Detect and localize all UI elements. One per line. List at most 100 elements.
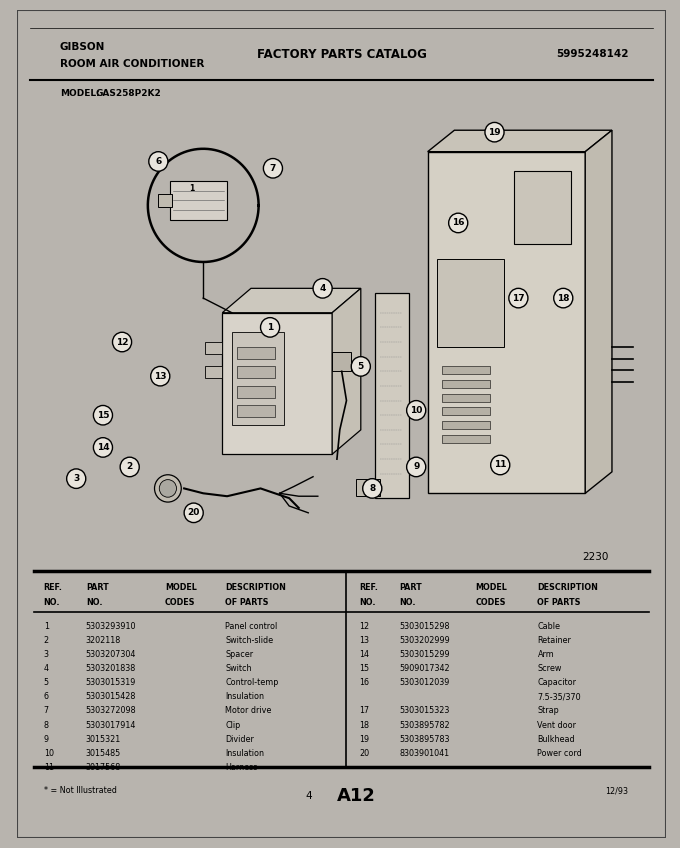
Text: 5303202999: 5303202999 [399,636,449,644]
Circle shape [263,159,282,178]
FancyBboxPatch shape [428,152,585,494]
Text: 5303015428: 5303015428 [86,692,136,701]
Text: 5303017914: 5303017914 [86,721,136,729]
Circle shape [149,152,168,171]
Text: 11: 11 [494,460,507,470]
Text: 5303895782: 5303895782 [399,721,449,729]
Text: Harness: Harness [225,763,258,772]
Text: Capacitor: Capacitor [537,678,577,687]
Text: 5303015323: 5303015323 [399,706,449,716]
Text: 7.5-35/370: 7.5-35/370 [537,692,581,701]
Text: DESCRIPTION: DESCRIPTION [225,583,286,593]
Circle shape [112,332,132,352]
Text: 17: 17 [359,706,369,716]
Text: 8303901041: 8303901041 [399,749,449,758]
Text: Control-temp: Control-temp [225,678,279,687]
Circle shape [491,455,510,475]
Text: Power cord: Power cord [537,749,582,758]
Text: PART: PART [399,583,422,593]
Text: Arm: Arm [537,650,554,659]
Circle shape [352,357,371,377]
Circle shape [260,318,279,338]
Circle shape [154,475,182,502]
Text: 18: 18 [359,721,369,729]
Text: 3: 3 [44,650,49,659]
FancyBboxPatch shape [332,352,352,371]
Text: 5303015298: 5303015298 [399,622,449,631]
FancyBboxPatch shape [442,435,490,443]
Text: 5995248142: 5995248142 [556,49,628,59]
Text: 3015485: 3015485 [86,749,121,758]
Text: 3015321: 3015321 [86,734,121,744]
Circle shape [93,438,112,457]
FancyBboxPatch shape [222,313,332,455]
FancyBboxPatch shape [442,393,490,402]
Text: MODEL:: MODEL: [60,89,100,98]
Circle shape [159,480,177,497]
Text: 12/93: 12/93 [605,786,628,795]
FancyBboxPatch shape [237,386,275,398]
Text: Retainer: Retainer [537,636,571,644]
Text: 5303293910: 5303293910 [86,622,136,631]
Text: 4: 4 [320,284,326,293]
Text: DESCRIPTION: DESCRIPTION [537,583,598,593]
FancyBboxPatch shape [437,259,504,347]
FancyBboxPatch shape [375,293,409,498]
Text: Panel control: Panel control [225,622,277,631]
FancyBboxPatch shape [232,332,284,425]
Text: 15: 15 [359,664,369,673]
Polygon shape [585,131,612,494]
Text: REF.: REF. [44,583,63,593]
Text: * = Not Illustrated: * = Not Illustrated [44,786,116,795]
Text: 5303207304: 5303207304 [86,650,136,659]
Text: 12: 12 [359,622,369,631]
Text: Screw: Screw [537,664,562,673]
Text: 5303895783: 5303895783 [399,734,449,744]
Text: A12: A12 [337,787,376,805]
Text: 10: 10 [410,406,422,415]
Circle shape [485,122,504,142]
Text: 1: 1 [189,184,194,193]
Text: 14: 14 [359,650,369,659]
Text: 7: 7 [44,706,49,716]
Text: 5303272098: 5303272098 [86,706,137,716]
Text: 2230: 2230 [583,552,609,562]
Text: REF.: REF. [359,583,378,593]
Text: 11: 11 [44,763,54,772]
Circle shape [120,457,139,477]
Text: FACTORY PARTS CATALOG: FACTORY PARTS CATALOG [257,47,426,60]
Circle shape [407,457,426,477]
FancyBboxPatch shape [158,193,172,207]
Text: Strap: Strap [537,706,559,716]
Circle shape [67,469,86,488]
Text: 8: 8 [44,721,49,729]
Circle shape [313,279,332,298]
Text: OF PARTS: OF PARTS [225,598,269,607]
Text: NO.: NO. [359,598,375,607]
Text: Cable: Cable [537,622,560,631]
Text: Insulation: Insulation [225,749,265,758]
Text: 5303201838: 5303201838 [86,664,136,673]
Text: 5: 5 [44,678,49,687]
FancyBboxPatch shape [442,380,490,388]
Text: 12: 12 [116,338,129,347]
Circle shape [449,213,468,232]
Text: 5303015319: 5303015319 [86,678,136,687]
Text: 9: 9 [413,462,420,471]
Text: 4: 4 [305,791,311,801]
Circle shape [151,366,170,386]
FancyBboxPatch shape [356,478,380,496]
Text: CODES: CODES [475,598,506,607]
Text: 5303015299: 5303015299 [399,650,449,659]
Text: 8: 8 [369,484,375,493]
Text: 2: 2 [44,636,49,644]
Text: 13: 13 [154,371,167,381]
Text: 20: 20 [359,749,369,758]
Circle shape [184,503,203,522]
Text: 7: 7 [270,164,276,173]
Text: 3: 3 [73,474,80,483]
Text: 10: 10 [44,749,54,758]
Text: Divider: Divider [225,734,254,744]
FancyBboxPatch shape [442,407,490,416]
FancyBboxPatch shape [513,171,571,244]
